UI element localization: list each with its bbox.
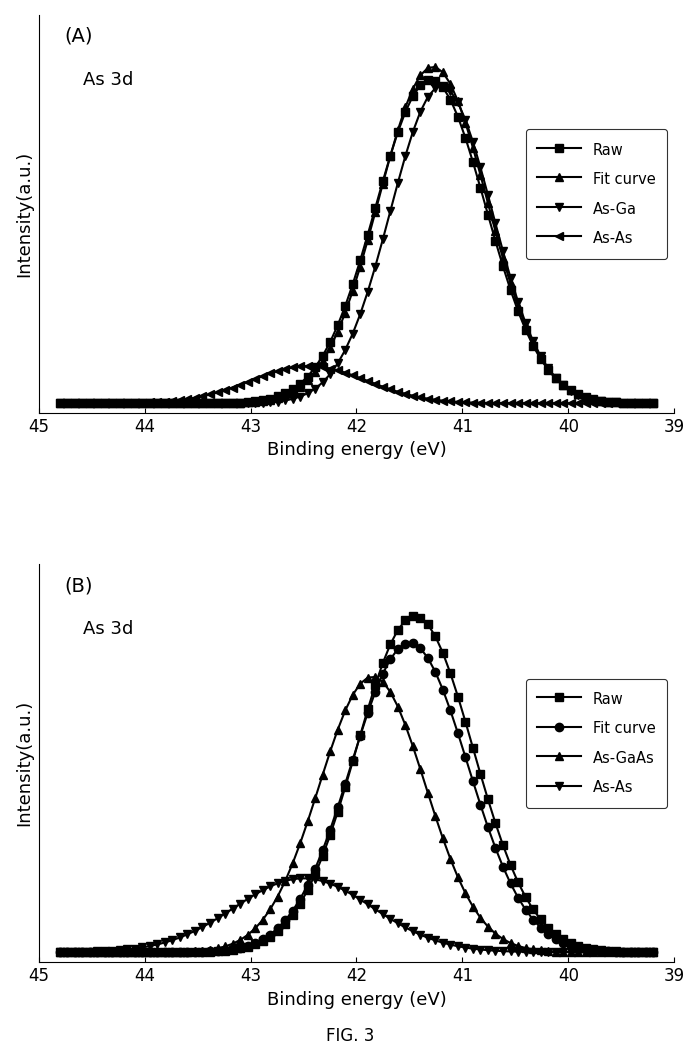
As-As [424, 393, 432, 405]
As-Ga [55, 397, 64, 410]
Raw [469, 741, 477, 754]
Line: Raw: Raw [55, 76, 657, 407]
Raw [424, 618, 432, 631]
As-As [649, 397, 657, 410]
Raw [55, 946, 64, 959]
As-As [424, 931, 432, 944]
Raw [318, 849, 327, 862]
As-GaAs [416, 763, 425, 776]
Raw [424, 74, 432, 86]
Fit curve [649, 946, 657, 959]
As-GaAs [469, 901, 477, 914]
Y-axis label: Intensity(a.u.): Intensity(a.u.) [15, 700, 33, 826]
Fit curve [431, 61, 440, 74]
Raw [589, 393, 597, 405]
Raw [409, 89, 417, 102]
Raw [469, 155, 477, 168]
Fit curve [55, 397, 64, 410]
Line: Raw: Raw [55, 612, 657, 957]
As-GaAs [371, 671, 379, 684]
Raw [409, 610, 417, 623]
Fit curve [416, 69, 425, 82]
As-As [416, 928, 425, 941]
As-As [296, 873, 304, 885]
Line: As-As: As-As [55, 875, 657, 957]
As-As [589, 946, 597, 959]
Fit curve [424, 652, 432, 665]
Fit curve [469, 142, 477, 154]
Fit curve [469, 775, 477, 788]
As-As [589, 397, 597, 410]
Line: As-As: As-As [55, 362, 657, 407]
As-GaAs [424, 786, 432, 799]
As-GaAs [55, 946, 64, 959]
As-As [469, 942, 477, 954]
Text: FIG. 3: FIG. 3 [326, 1027, 374, 1045]
As-Ga [469, 135, 477, 148]
Raw [649, 397, 657, 410]
As-As [55, 946, 64, 959]
Raw [446, 667, 454, 679]
Line: As-GaAs: As-GaAs [55, 673, 657, 957]
Line: Fit curve: Fit curve [55, 639, 657, 957]
As-As [304, 360, 312, 373]
Fit curve [318, 844, 327, 857]
As-Ga [439, 80, 447, 92]
As-As [469, 396, 477, 408]
As-As [416, 391, 425, 403]
Raw [55, 397, 64, 410]
Fit curve [409, 637, 417, 650]
Raw [416, 79, 425, 91]
As-GaAs [446, 853, 454, 865]
As-As [446, 939, 454, 951]
Y-axis label: Intensity(a.u.): Intensity(a.u.) [15, 151, 33, 277]
X-axis label: Binding energy (eV): Binding energy (eV) [267, 991, 447, 1009]
As-As [326, 362, 335, 375]
Legend: Raw, Fit curve, As-GaAs, As-As: Raw, Fit curve, As-GaAs, As-As [526, 678, 667, 808]
X-axis label: Binding energy (eV): Binding energy (eV) [267, 441, 447, 460]
As-As [326, 878, 335, 890]
As-As [446, 395, 454, 407]
As-Ga [409, 126, 417, 139]
Raw [649, 946, 657, 959]
Fit curve [649, 397, 657, 410]
Text: As 3d: As 3d [83, 70, 134, 89]
As-GaAs [589, 946, 597, 959]
Fit curve [446, 78, 454, 90]
Raw [446, 93, 454, 106]
Fit curve [318, 355, 327, 368]
As-Ga [446, 85, 454, 98]
Text: (A): (A) [64, 27, 92, 46]
Fit curve [589, 944, 597, 957]
Fit curve [446, 705, 454, 717]
Raw [318, 350, 327, 362]
As-GaAs [318, 769, 327, 781]
Line: As-Ga: As-Ga [55, 82, 657, 407]
As-GaAs [649, 946, 657, 959]
Raw [416, 611, 425, 624]
Text: (B): (B) [64, 576, 92, 595]
As-Ga [589, 394, 597, 406]
As-Ga [318, 376, 327, 388]
Line: Fit curve: Fit curve [55, 63, 657, 407]
Fit curve [55, 946, 64, 959]
As-Ga [649, 397, 657, 410]
As-As [649, 946, 657, 959]
As-Ga [416, 105, 425, 118]
Fit curve [416, 642, 425, 654]
Fit curve [589, 393, 597, 405]
Fit curve [409, 83, 417, 96]
Raw [589, 943, 597, 956]
Legend: Raw, Fit curve, As-Ga, As-As: Raw, Fit curve, As-Ga, As-As [526, 129, 667, 259]
Text: As 3d: As 3d [83, 620, 134, 638]
As-As [55, 397, 64, 410]
